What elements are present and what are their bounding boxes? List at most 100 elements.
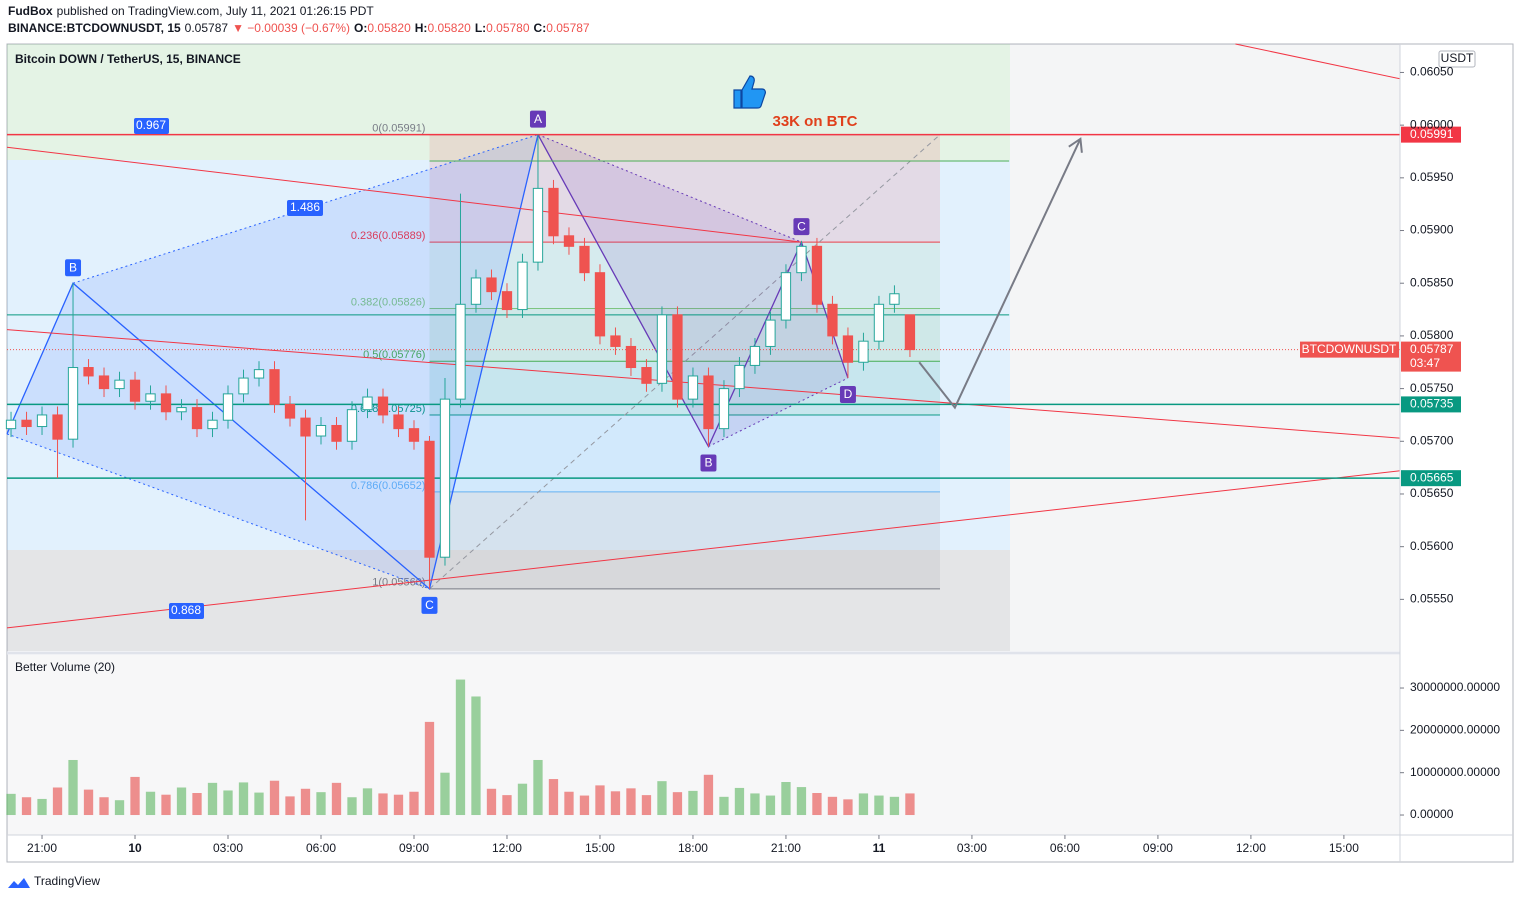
volume-bar xyxy=(657,781,667,816)
projection-path xyxy=(918,138,1082,410)
fib-band xyxy=(429,308,941,362)
volume-bar xyxy=(905,793,915,816)
stop-zone xyxy=(7,550,1010,651)
candle-body xyxy=(548,187,559,237)
candle-body xyxy=(858,340,869,363)
volume-bar xyxy=(68,759,78,816)
volume-y-tick-label: 30000000.00000 xyxy=(1410,680,1500,694)
symbol-line: BINANCE:BTCDOWNUSDT, 15 0.05787 ▼ −0.00039… xyxy=(8,21,590,35)
volume-bar xyxy=(688,790,698,816)
y-tick-label: 0.05700 xyxy=(1410,433,1454,447)
last-price: 0.05787 xyxy=(1410,342,1454,356)
ratio-box xyxy=(287,200,323,216)
candle-body xyxy=(393,414,404,430)
logo xyxy=(8,878,30,888)
pattern-point-box xyxy=(839,386,856,404)
y-tick-label: 0.05550 xyxy=(1410,592,1454,606)
candle-body xyxy=(238,377,249,395)
price-tag xyxy=(1401,126,1461,143)
y-tick-label: 0.05750 xyxy=(1410,381,1454,395)
x-tick-label: 15:00 xyxy=(1329,841,1359,855)
fib-label: 1(0.05560) xyxy=(372,577,425,589)
candle-body xyxy=(160,393,172,413)
volume-bar xyxy=(827,796,838,816)
volume-bar xyxy=(889,796,900,816)
x-tick-label: 12:00 xyxy=(492,841,522,855)
y-tick-label: 0.05650 xyxy=(1410,486,1454,500)
pattern-point-box xyxy=(793,218,810,236)
last-price-tag xyxy=(1401,341,1461,372)
pattern-diagonal xyxy=(708,377,849,448)
candle-body xyxy=(625,345,637,369)
fib-label: 0.236(0.05889) xyxy=(351,230,426,242)
candle-body xyxy=(594,272,606,337)
volume-y-tick-label: 20000000.00000 xyxy=(1410,723,1500,737)
candle-body xyxy=(5,419,17,430)
fib-band xyxy=(429,414,941,492)
volume-bar xyxy=(269,780,280,816)
volume-bar xyxy=(37,798,47,816)
ohlc-key: O: xyxy=(354,21,367,35)
volume-bar xyxy=(765,795,776,816)
volume-bar xyxy=(796,787,807,816)
fib-diagonal xyxy=(429,134,941,590)
currency: USDT xyxy=(1441,51,1474,65)
change: ▼ −0.00039 (−0.67%) xyxy=(232,21,350,35)
price-tag xyxy=(1401,470,1461,487)
fib-band xyxy=(429,491,941,589)
price-tag-label: 0.05665 xyxy=(1410,470,1454,484)
candle-body xyxy=(284,403,296,419)
x-tick-label: 21:00 xyxy=(771,841,801,855)
x-tick-label: 10 xyxy=(128,841,142,855)
volume-bar xyxy=(579,795,590,816)
pattern-point-box xyxy=(700,454,717,472)
currency-box xyxy=(1438,50,1476,68)
volume-bar xyxy=(734,787,745,816)
ratio-box xyxy=(169,603,204,619)
ohlc-value: 0.05787 xyxy=(546,21,590,35)
fib-label: 0.786(0.05652) xyxy=(351,480,426,492)
volume-bar xyxy=(393,794,404,816)
plot: 0(0.05991) 0.236(0.05889) 0.382(0.05826) 0.… xyxy=(6,43,1401,629)
volume-bar xyxy=(502,795,512,816)
candle-body xyxy=(362,396,373,411)
countdown: 03:47 xyxy=(1410,356,1440,370)
ratio-box xyxy=(134,118,169,134)
pattern-fill xyxy=(7,283,430,589)
candle-body xyxy=(796,245,807,274)
candle-body xyxy=(610,335,621,347)
pattern-point-box xyxy=(65,259,82,277)
candle-body xyxy=(641,367,652,384)
candle-body xyxy=(718,388,730,430)
pattern-point-box xyxy=(421,596,438,614)
candle-body xyxy=(889,293,900,305)
volume-bar xyxy=(6,793,16,816)
volume-bar xyxy=(223,790,233,816)
volume-bar xyxy=(316,792,326,816)
volume-bar xyxy=(781,781,791,816)
ratio-label: 0.967 xyxy=(136,118,166,132)
candle-body xyxy=(408,428,420,442)
y-tick-label: 0.05950 xyxy=(1410,170,1454,184)
fib-band xyxy=(429,242,941,309)
volume-bar xyxy=(641,795,652,816)
candle-body xyxy=(749,345,761,366)
volume-y-tick-label: 0.00000 xyxy=(1410,807,1454,821)
candle-body xyxy=(83,367,94,377)
last-name: BTCDOWNUSDT xyxy=(1302,342,1397,356)
candle-body xyxy=(563,235,575,247)
trendline xyxy=(6,146,802,243)
candle-body xyxy=(904,314,916,351)
ohlc-value: 0.05820 xyxy=(427,21,471,35)
price-tag xyxy=(1401,396,1461,413)
pattern-point-label: B xyxy=(69,260,77,274)
volume-bar xyxy=(254,792,264,816)
chart-title: Bitcoin DOWN / TetherUS, 15, BINANCE xyxy=(15,52,241,66)
candle-body xyxy=(517,261,528,311)
volume-bar xyxy=(52,787,63,816)
volume-bar xyxy=(455,679,466,816)
volume-bar xyxy=(83,789,94,816)
candle-body xyxy=(207,419,218,430)
x-tick-label: 18:00 xyxy=(678,841,708,855)
